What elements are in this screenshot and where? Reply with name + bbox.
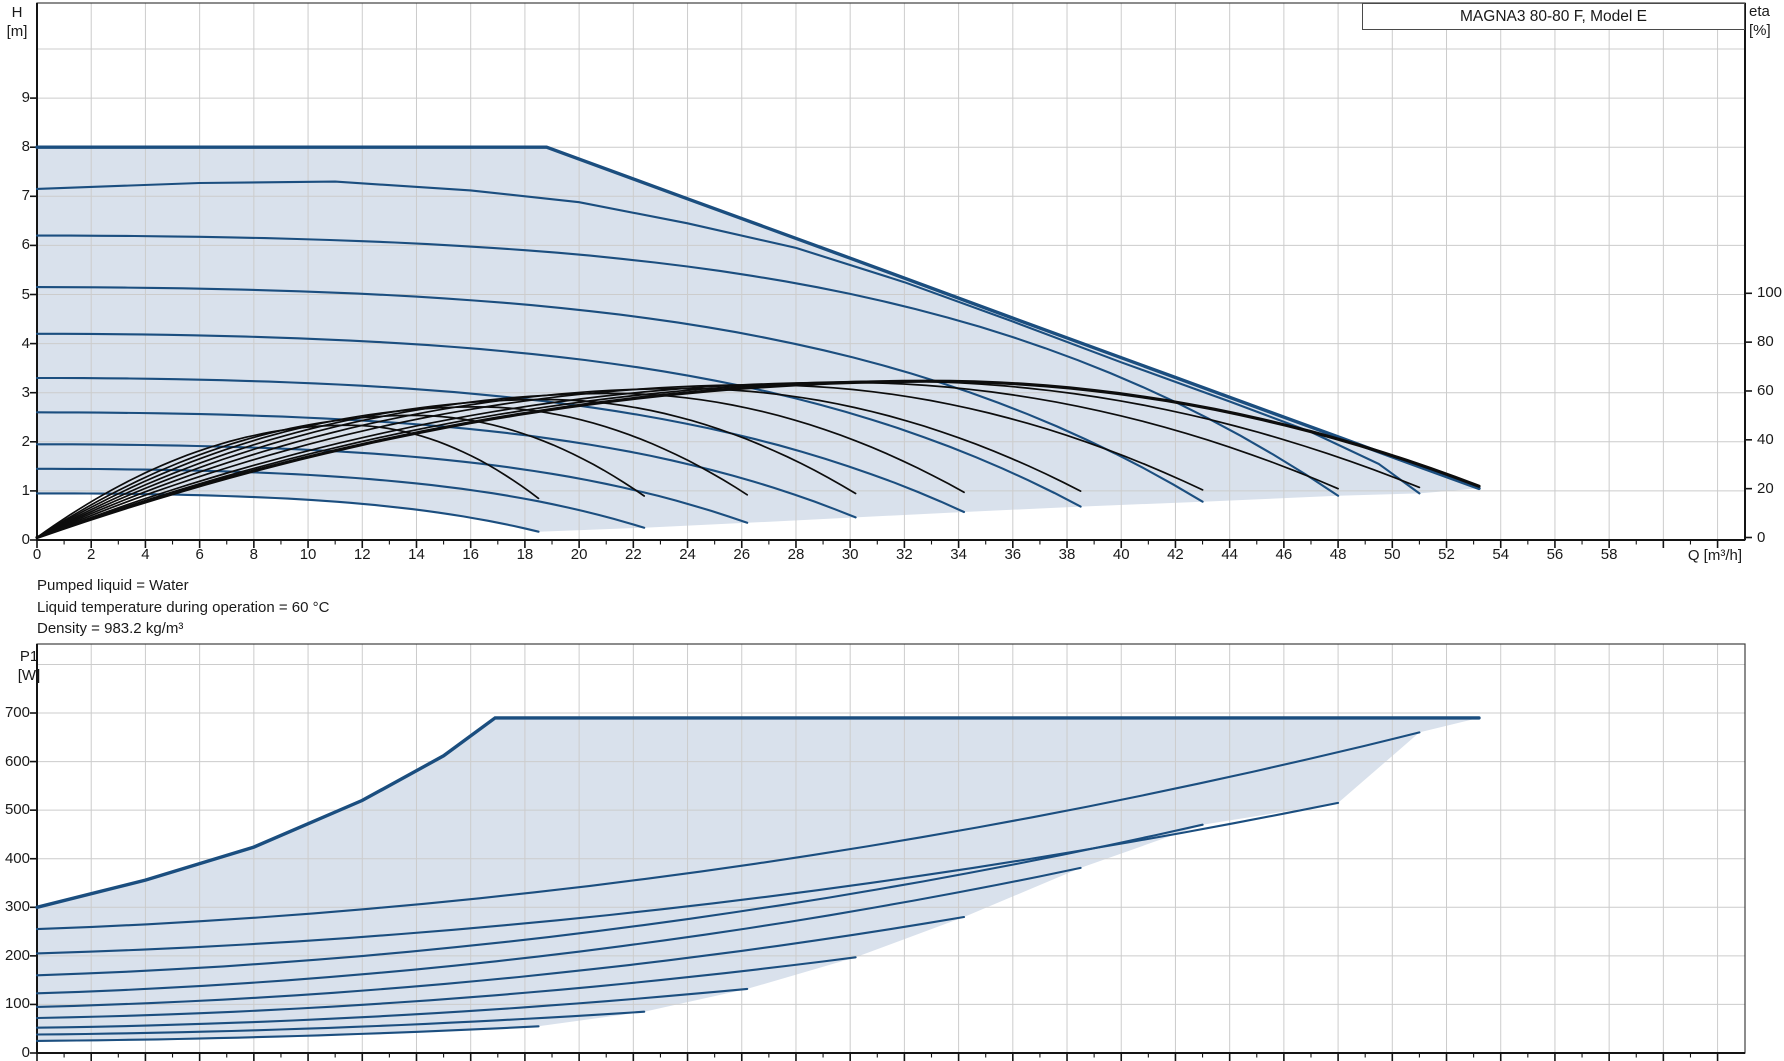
q-axis-tick-label: 24 [679, 546, 696, 563]
p1-axis-tick-label: 600 [4, 752, 30, 770]
power-curve-speed-4 [35, 956, 857, 1020]
head-curve-speed-2 [35, 467, 646, 529]
q-axis-tick-label: 42 [1167, 546, 1184, 563]
p1-axis-tick-label: 500 [4, 801, 30, 819]
q-axis-unit-label: Q [m³/h] [1687, 547, 1742, 564]
eta-axis-tick-label: 0 [1757, 528, 1766, 546]
p1-axis-tick-label: 300 [4, 898, 30, 916]
h-axis-tick-label: 1 [21, 481, 30, 499]
h-axis-tick-label: 2 [21, 432, 30, 450]
eta-axis-tick-label: 80 [1757, 333, 1774, 351]
h-axis-tick-label: 8 [21, 138, 30, 156]
p1-axis-tick-label: 700 [4, 704, 30, 721]
head-curve-speed-1 [35, 492, 540, 533]
note-pumped-liquid: Pumped liquid = Water [37, 577, 189, 594]
efficiency-curve-speed-8 [36, 381, 1339, 539]
q-axis-tick-label: 14 [408, 546, 425, 563]
head-curve-speed-7 [35, 286, 1204, 503]
h-axis-tick-label: 3 [21, 383, 30, 401]
h-axis-unit-label: H [m] [6, 4, 28, 40]
power-curve-speed-8 [35, 801, 1340, 955]
power-curve-speed-1 [35, 1025, 540, 1042]
q-axis-tick-label: 28 [787, 546, 805, 563]
q-axis-tick-label: 30 [841, 546, 859, 563]
q-axis-tick-label: 18 [516, 546, 534, 563]
q-axis-tick-label: 12 [353, 546, 371, 563]
h-axis-tick-label: 0 [21, 531, 30, 548]
power-curve-speed-5 [35, 915, 966, 1008]
p1-axis-tick-label: 200 [4, 946, 30, 964]
p1-axis-unit-label: P1 [W] [17, 648, 41, 684]
q-axis-tick-label: 34 [950, 546, 967, 563]
p1-axis-tick-label: 400 [4, 849, 30, 867]
q-axis-tick-label: 32 [896, 546, 913, 563]
q-axis-tick-label: 10 [299, 546, 317, 563]
note-liquid-temperature: Liquid temperature during operation = 60… [37, 598, 330, 616]
efficiency-curve-speed-9 [36, 380, 1421, 539]
q-axis-tick-label: 6 [195, 546, 204, 563]
q-axis-tick-label: 48 [1329, 546, 1347, 563]
h-axis-tick-label: 5 [21, 285, 30, 303]
q-axis-tick-label: 16 [462, 546, 480, 563]
power-curve-speed-9 [35, 731, 1421, 931]
h-axis-tick-label: 4 [21, 334, 30, 352]
q-axis-tick-label: 2 [87, 546, 96, 563]
q-axis-tick-label: 4 [141, 546, 150, 563]
q-axis-tick-label: 50 [1383, 546, 1401, 563]
h-axis-tick-label: 9 [21, 89, 30, 107]
q-axis-tick-label: 36 [1004, 546, 1022, 563]
liquid-notes: Pumped liquid = Water Liquid temperature… [37, 575, 329, 640]
q-axis-tick-label: 20 [570, 546, 588, 563]
q-axis-tick-label: 52 [1438, 546, 1455, 563]
head-curve-speed-6 [35, 332, 1082, 508]
efficiency-curve-speed-5 [36, 392, 965, 539]
p1-axis-tick-label: 100 [4, 995, 30, 1013]
p1-axis-tick-label: 0 [21, 1044, 30, 1061]
power-operating-envelope-fill [37, 717, 1479, 1041]
q-axis-tick-label: 0 [32, 546, 42, 563]
efficiency-curve-speed-7 [36, 384, 1204, 539]
eta-axis-tick-label: 100 [1757, 284, 1783, 302]
efficiency-curve-speed-6 [36, 387, 1082, 539]
eta-axis-tick-label: 60 [1757, 381, 1774, 399]
q-axis-tick-label: 40 [1112, 546, 1130, 563]
power-curve-speed-3 [35, 987, 749, 1029]
head-curve-speed-3 [35, 443, 749, 524]
q-axis-tick-label: 8 [249, 546, 259, 563]
efficiency-curve-speed-10 [35, 379, 1481, 540]
q-axis-tick-label: 46 [1275, 546, 1293, 563]
eta-axis-tick-label: 20 [1757, 479, 1774, 497]
power-curve-speed-7 [35, 823, 1204, 977]
q-axis-tick-label: 56 [1546, 546, 1564, 563]
note-density: Density = 983.2 kg/m³ [37, 620, 184, 637]
power-curve-speed-6 [35, 866, 1082, 995]
eta-axis-unit-label: eta [%] [1749, 3, 1771, 39]
q-axis-tick-label: 22 [624, 546, 642, 563]
head-operating-envelope-fill [37, 147, 1479, 532]
chart-title-box: MAGNA3 80-80 F, Model E [1362, 3, 1745, 30]
eta-axis-tick-label: 40 [1757, 430, 1774, 448]
h-axis-tick-label: 6 [21, 236, 30, 254]
h-axis-tick-label: 7 [21, 187, 30, 205]
q-axis-tick-label: 44 [1221, 546, 1238, 563]
head-curve-speed-8 [35, 234, 1340, 497]
power-curve-speed-2 [35, 1010, 646, 1036]
q-axis-tick-label: 54 [1492, 546, 1510, 563]
q-axis-tick-label: 58 [1600, 546, 1618, 563]
q-axis-tick-label: 38 [1058, 546, 1076, 563]
chart-title: MAGNA3 80-80 F, Model E [1460, 8, 1647, 25]
head-curve-speed-5 [35, 376, 966, 514]
power-curve-speed-10 [35, 716, 1481, 909]
q-axis-tick-label: 26 [733, 546, 751, 563]
